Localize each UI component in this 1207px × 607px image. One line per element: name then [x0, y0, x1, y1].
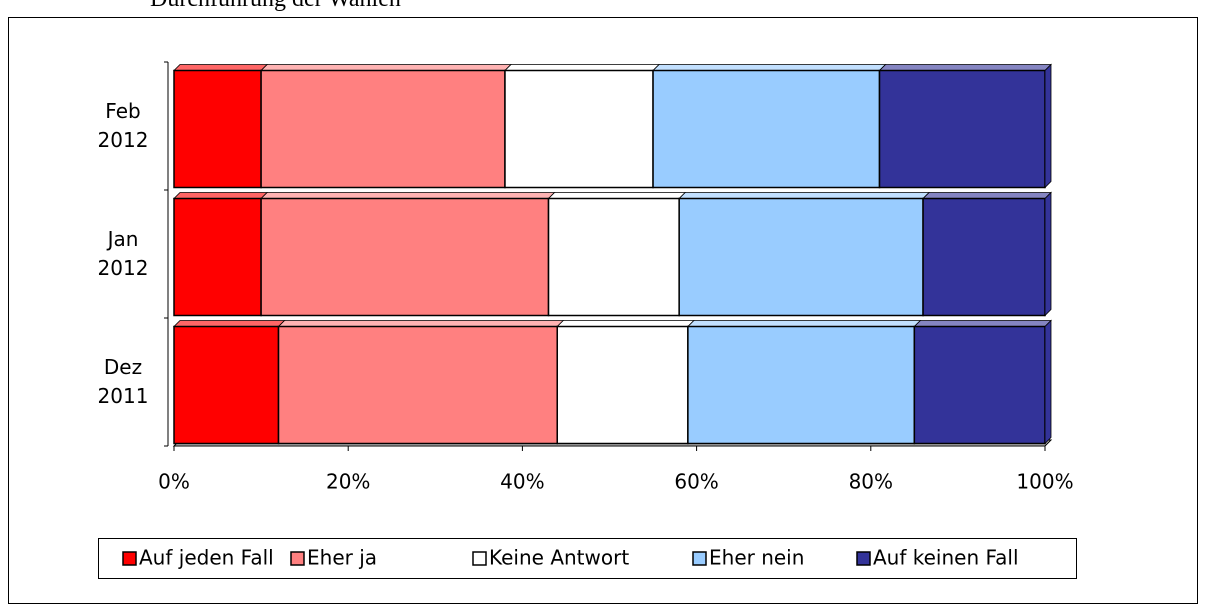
- bar: [547, 197, 680, 317]
- bar-top: [173, 320, 286, 327]
- x-tick-label: 40%: [500, 470, 544, 494]
- bar-top: [678, 192, 931, 199]
- bar: [913, 325, 1046, 445]
- bar: [260, 197, 550, 317]
- x-tick-label: 0%: [158, 470, 190, 494]
- bar-top: [173, 192, 269, 199]
- y-tick-label: Jan 2012: [97, 227, 149, 280]
- bar: [556, 325, 689, 445]
- legend-swatch: [472, 551, 487, 566]
- legend-label: Eher ja: [307, 546, 377, 570]
- x-tick-label: 20%: [326, 470, 370, 494]
- bar: [678, 197, 924, 317]
- bar-side: [1044, 191, 1052, 317]
- bar: [260, 69, 506, 189]
- bar: [878, 69, 1046, 189]
- legend-swatch: [856, 551, 871, 566]
- legend-swatch: [122, 551, 137, 566]
- x-tick-label: 60%: [674, 470, 718, 494]
- bar-top: [878, 64, 1052, 71]
- bar: [687, 325, 916, 445]
- legend-box: [98, 538, 1077, 579]
- bar: [277, 325, 558, 445]
- bar-top: [556, 320, 695, 327]
- bar-top: [913, 320, 1052, 327]
- bar-top: [260, 192, 556, 199]
- bar-top: [173, 64, 269, 71]
- legend-label: Auf keinen Fall: [873, 546, 1019, 570]
- chart-border: [8, 17, 1198, 604]
- legend-label: Auf jeden Fall: [139, 546, 274, 570]
- bar-side: [1044, 63, 1052, 189]
- y-tick-label: Feb 2012: [97, 99, 149, 152]
- legend-label: Keine Antwort: [489, 546, 629, 570]
- bar: [173, 325, 280, 445]
- chart-title: Durchführung der Wahlen: [150, 0, 401, 13]
- bar: [922, 197, 1046, 317]
- y-tick-label: Dez 2011: [97, 355, 149, 408]
- bar: [504, 69, 654, 189]
- x-tick-label: 80%: [849, 470, 893, 494]
- bar-top: [686, 320, 922, 327]
- bar-top: [504, 64, 661, 71]
- x-tick-label: 100%: [1016, 470, 1073, 494]
- bar: [652, 69, 881, 189]
- legend-label: Eher nein: [709, 546, 804, 570]
- bar-top: [277, 320, 565, 327]
- legend-swatch: [290, 551, 305, 566]
- legend-swatch: [692, 551, 707, 566]
- bar-side: [1044, 319, 1052, 445]
- bar-top: [547, 192, 687, 199]
- bar: [173, 69, 262, 189]
- bar-top: [260, 64, 512, 71]
- bar-top: [922, 192, 1052, 199]
- bar: [173, 197, 262, 317]
- bar-top: [652, 64, 887, 71]
